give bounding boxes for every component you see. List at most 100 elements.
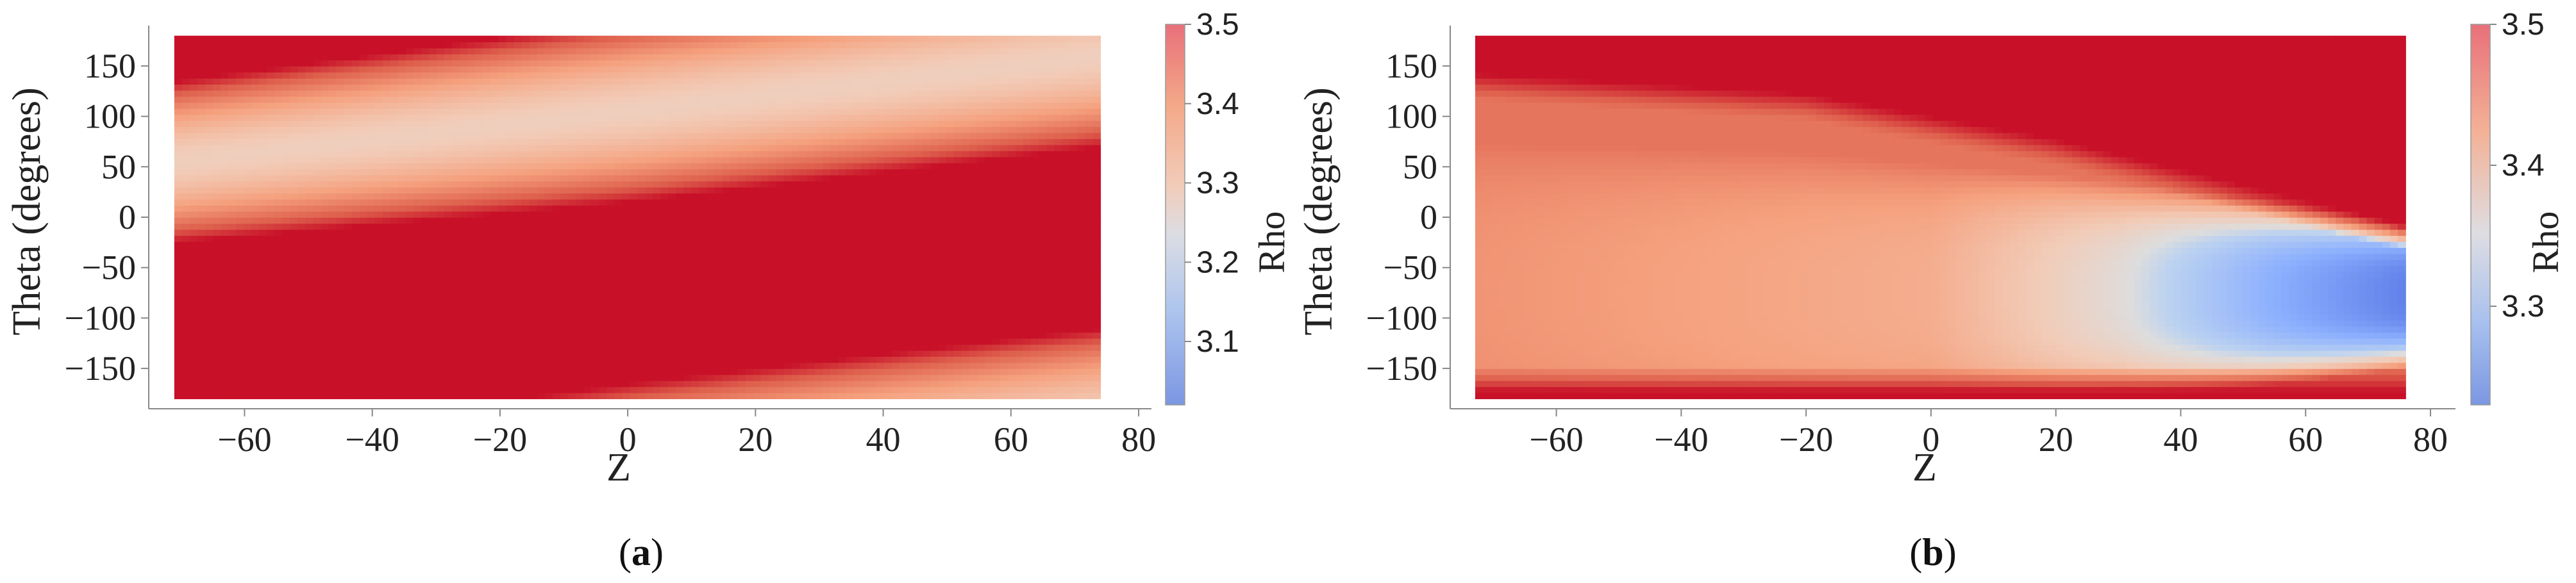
heatmap-cell	[181, 241, 190, 249]
heatmap-cell	[405, 42, 414, 49]
heatmap-cell	[498, 114, 507, 121]
heatmap-cell	[630, 217, 638, 224]
heatmap-cell	[344, 386, 353, 393]
heatmap-cell	[668, 314, 677, 321]
heatmap-cell	[274, 386, 283, 393]
heatmap-cell	[529, 362, 538, 369]
heatmap-cell	[467, 156, 476, 163]
heatmap-cell	[174, 325, 183, 333]
heatmap-cell	[506, 302, 515, 309]
heatmap-cell	[567, 186, 576, 194]
heatmap-cell	[483, 295, 492, 302]
heatmap-cell	[707, 163, 715, 170]
heatmap-cell	[244, 54, 253, 61]
heatmap-cell	[414, 193, 422, 200]
heatmap-cell	[259, 241, 268, 249]
heatmap-cell	[228, 35, 237, 42]
heatmap-cell	[483, 168, 492, 176]
heatmap-cell	[676, 181, 685, 188]
heatmap-cell	[529, 84, 538, 91]
heatmap-cell	[537, 308, 546, 315]
heatmap-cell	[460, 102, 469, 109]
heatmap-cell	[683, 108, 692, 115]
heatmap-cell	[791, 295, 800, 302]
heatmap-cell	[776, 205, 785, 212]
heatmap-cell	[421, 265, 430, 272]
heatmap-cell	[344, 362, 353, 369]
heatmap-cell	[791, 120, 800, 127]
heatmap-cell	[328, 229, 337, 236]
heatmap-cell	[421, 314, 430, 321]
heatmap-cell	[414, 96, 422, 103]
heatmap-cell	[799, 96, 808, 103]
heatmap-cell	[768, 205, 777, 212]
heatmap-cell	[313, 253, 322, 260]
heatmap-cell	[506, 277, 515, 284]
heatmap-cell	[444, 265, 453, 272]
heatmap-cell	[552, 84, 561, 91]
heatmap-cell	[791, 72, 800, 79]
heatmap-cell	[213, 120, 221, 127]
heatmap-cell	[799, 120, 808, 127]
heatmap-cell	[305, 126, 314, 133]
heatmap-cell	[753, 96, 762, 103]
heatmap-cell	[421, 253, 430, 260]
heatmap-cell	[699, 392, 708, 400]
heatmap-cell	[537, 302, 546, 309]
heatmap-cell	[598, 181, 607, 188]
heatmap-cell	[336, 374, 345, 381]
heatmap-cell	[622, 108, 630, 115]
heatmap-cell	[676, 114, 685, 121]
heatmap-cell	[205, 350, 213, 357]
heatmap-cell	[637, 386, 646, 393]
heatmap-cell	[598, 47, 607, 54]
heatmap-cell	[653, 186, 661, 194]
heatmap-cell	[799, 90, 808, 97]
heatmap-cell	[221, 168, 229, 176]
heatmap-cell	[282, 302, 291, 309]
heatmap-cell	[791, 253, 800, 260]
heatmap-cell	[575, 350, 584, 357]
heatmap-cell	[414, 283, 422, 291]
heatmap-cell	[181, 120, 190, 127]
heatmap-cell	[668, 332, 677, 339]
heatmap-cell	[460, 84, 469, 91]
heatmap-cell	[429, 271, 437, 279]
heatmap-cell	[590, 356, 599, 363]
heatmap-cell	[197, 47, 206, 54]
heatmap-cell	[699, 163, 708, 170]
heatmap-cell	[753, 217, 762, 224]
heatmap-cell	[645, 186, 653, 194]
heatmap-cell	[514, 35, 523, 42]
heatmap-cell	[552, 138, 561, 145]
heatmap-cell	[421, 72, 430, 79]
heatmap-cell	[444, 350, 453, 357]
heatmap-cell	[807, 368, 815, 375]
heatmap-cell	[259, 168, 268, 176]
heatmap-cell	[730, 163, 739, 170]
heatmap-cell	[421, 241, 430, 249]
heatmap-cell	[197, 259, 206, 267]
heatmap-cell	[768, 302, 777, 309]
heatmap-cell	[259, 47, 268, 54]
heatmap-cell	[236, 283, 244, 291]
heatmap-cell	[359, 386, 368, 393]
heatmap-cell	[745, 344, 754, 351]
heatmap-cell	[653, 138, 661, 145]
heatmap-cell	[529, 90, 538, 97]
heatmap-cell	[321, 181, 330, 188]
heatmap-cell	[622, 54, 630, 61]
heatmap-cell	[714, 344, 723, 351]
heatmap-cell	[714, 314, 723, 321]
heatmap-cell	[490, 108, 499, 115]
heatmap-cell	[506, 392, 515, 400]
heatmap-cell	[783, 344, 792, 351]
heatmap-cell	[521, 168, 530, 176]
heatmap-cell	[251, 368, 260, 375]
heatmap-cell	[745, 211, 754, 218]
heatmap-cell	[282, 84, 291, 91]
heatmap-cell	[544, 320, 553, 327]
heatmap-cell	[498, 241, 507, 249]
heatmap-cell	[521, 271, 530, 279]
heatmap-cell	[174, 386, 183, 393]
